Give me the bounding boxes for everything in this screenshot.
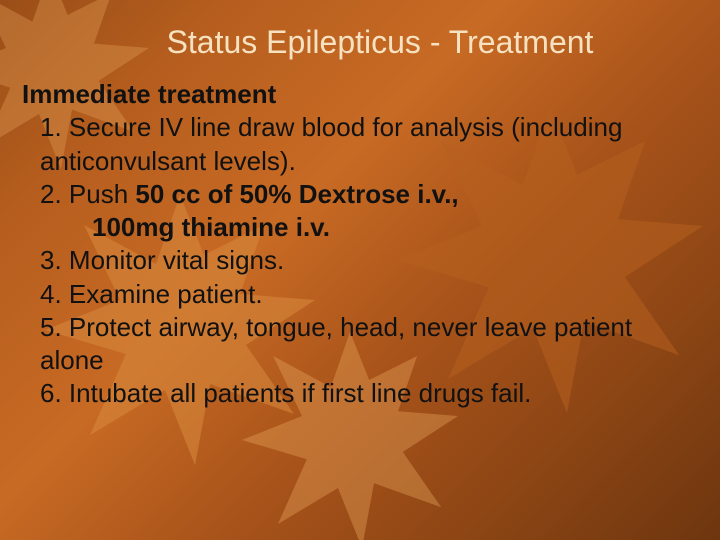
list-item-2: 2. Push 50 cc of 50% Dextrose i.v.,: [22, 178, 698, 211]
slide: Status Epilepticus - Treatment Immediate…: [0, 0, 720, 540]
list-item-2-prefix: 2. Push: [40, 179, 135, 209]
list-item-2-bold: 50 cc of 50% Dextrose i.v.,: [135, 179, 458, 209]
list-item-5: 5. Protect airway, tongue, head, never l…: [22, 311, 698, 378]
slide-body: Immediate treatment 1. Secure IV line dr…: [22, 78, 698, 411]
list-item-2-subline: 100mg thiamine i.v.: [22, 211, 698, 244]
list-item-4: 4. Examine patient.: [22, 278, 698, 311]
list-item-1: 1. Secure IV line draw blood for analysi…: [22, 111, 698, 178]
list-item-6: 6. Intubate all patients if first line d…: [22, 377, 698, 410]
body-subheading: Immediate treatment: [22, 78, 698, 111]
slide-title: Status Epilepticus - Treatment: [0, 24, 720, 61]
list-item-3: 3. Monitor vital signs.: [22, 244, 698, 277]
